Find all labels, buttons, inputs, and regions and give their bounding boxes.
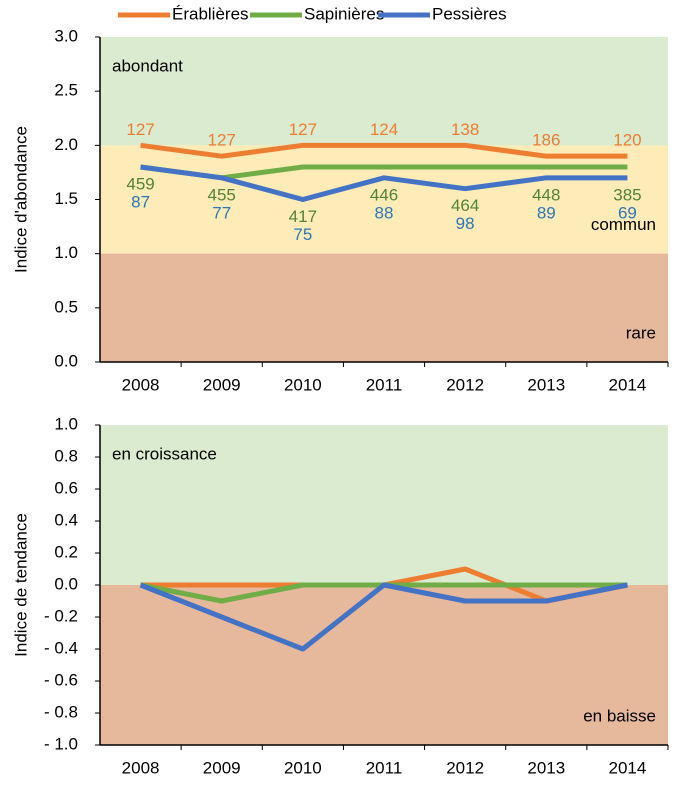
series-line	[140, 164, 628, 202]
zone	[100, 145, 668, 254]
count-label: 459	[126, 174, 154, 193]
y-tick-label: 2.5	[54, 81, 78, 100]
y-tick-label: 2.0	[54, 135, 78, 154]
y-tick-label: 0.0	[54, 351, 78, 370]
y-tick-label: - 0.2	[44, 606, 78, 625]
legend-label: Pessières	[432, 4, 507, 23]
zone	[100, 425, 668, 585]
count-label: 89	[537, 203, 556, 222]
count-label: 138	[451, 120, 479, 139]
zone-label: abondant	[112, 56, 183, 75]
count-label: 385	[613, 185, 641, 204]
zone	[100, 585, 668, 745]
y-tick-label: - 0.4	[44, 638, 78, 657]
zone-label: rare	[626, 323, 656, 342]
y-tick-label: - 1.0	[44, 734, 78, 753]
y-axis-label: Indice de tendance	[11, 513, 30, 657]
x-tick-label: 2009	[203, 375, 241, 394]
count-label: 69	[618, 203, 637, 222]
y-tick-label: - 0.8	[44, 702, 78, 721]
y-tick-label: 0.2	[54, 542, 78, 561]
legend-label: Sapinières	[304, 4, 384, 23]
y-tick-label: 1.5	[54, 189, 78, 208]
x-tick-label: 2010	[284, 758, 322, 777]
zone-label: en croissance	[112, 444, 217, 463]
zone	[100, 253, 668, 362]
count-label: 77	[212, 203, 231, 222]
zone-label: en baisse	[583, 706, 656, 725]
y-axis-label: Indice d'abondance	[11, 126, 30, 273]
x-tick-label: 2011	[366, 758, 403, 777]
x-tick-label: 2012	[446, 375, 484, 394]
y-tick-label: 3.0	[54, 26, 78, 45]
count-label: 455	[208, 185, 236, 204]
count-label: 127	[126, 120, 154, 139]
y-tick-label: 0.8	[54, 446, 78, 465]
y-tick-label: 1.0	[54, 243, 78, 262]
count-label: 88	[375, 203, 394, 222]
series-line	[140, 142, 628, 159]
count-label: 186	[532, 131, 560, 150]
x-tick-label: 2010	[284, 375, 322, 394]
y-tick-label: 0.5	[54, 297, 78, 316]
y-tick-label: 0.6	[54, 478, 78, 497]
x-tick-label: 2008	[122, 758, 160, 777]
x-tick-label: 2014	[609, 758, 647, 777]
y-tick-label: 0.4	[54, 510, 78, 529]
zone	[100, 37, 668, 146]
legend-label: Érablières	[172, 4, 249, 23]
x-tick-label: 2014	[609, 375, 647, 394]
count-label: 127	[208, 131, 236, 150]
count-label: 120	[613, 131, 641, 150]
count-label: 75	[293, 225, 312, 244]
x-tick-label: 2008	[122, 375, 160, 394]
count-label: 124	[370, 120, 398, 139]
count-label: 448	[532, 185, 560, 204]
count-label: 464	[451, 196, 479, 215]
zone-label: commun	[591, 215, 656, 234]
x-tick-label: 2011	[366, 375, 403, 394]
series-line	[139, 582, 628, 652]
count-label: 87	[131, 192, 150, 211]
y-tick-label: - 0.6	[44, 670, 78, 689]
y-tick-label: 1.0	[54, 414, 78, 433]
x-tick-label: 2012	[446, 758, 484, 777]
count-label: 98	[456, 214, 475, 233]
x-tick-label: 2009	[203, 758, 241, 777]
count-label: 417	[289, 207, 317, 226]
x-tick-label: 2013	[527, 758, 565, 777]
count-label: 127	[289, 120, 317, 139]
x-tick-label: 2013	[527, 375, 565, 394]
y-tick-label: 0.0	[54, 574, 78, 593]
count-label: 446	[370, 185, 398, 204]
